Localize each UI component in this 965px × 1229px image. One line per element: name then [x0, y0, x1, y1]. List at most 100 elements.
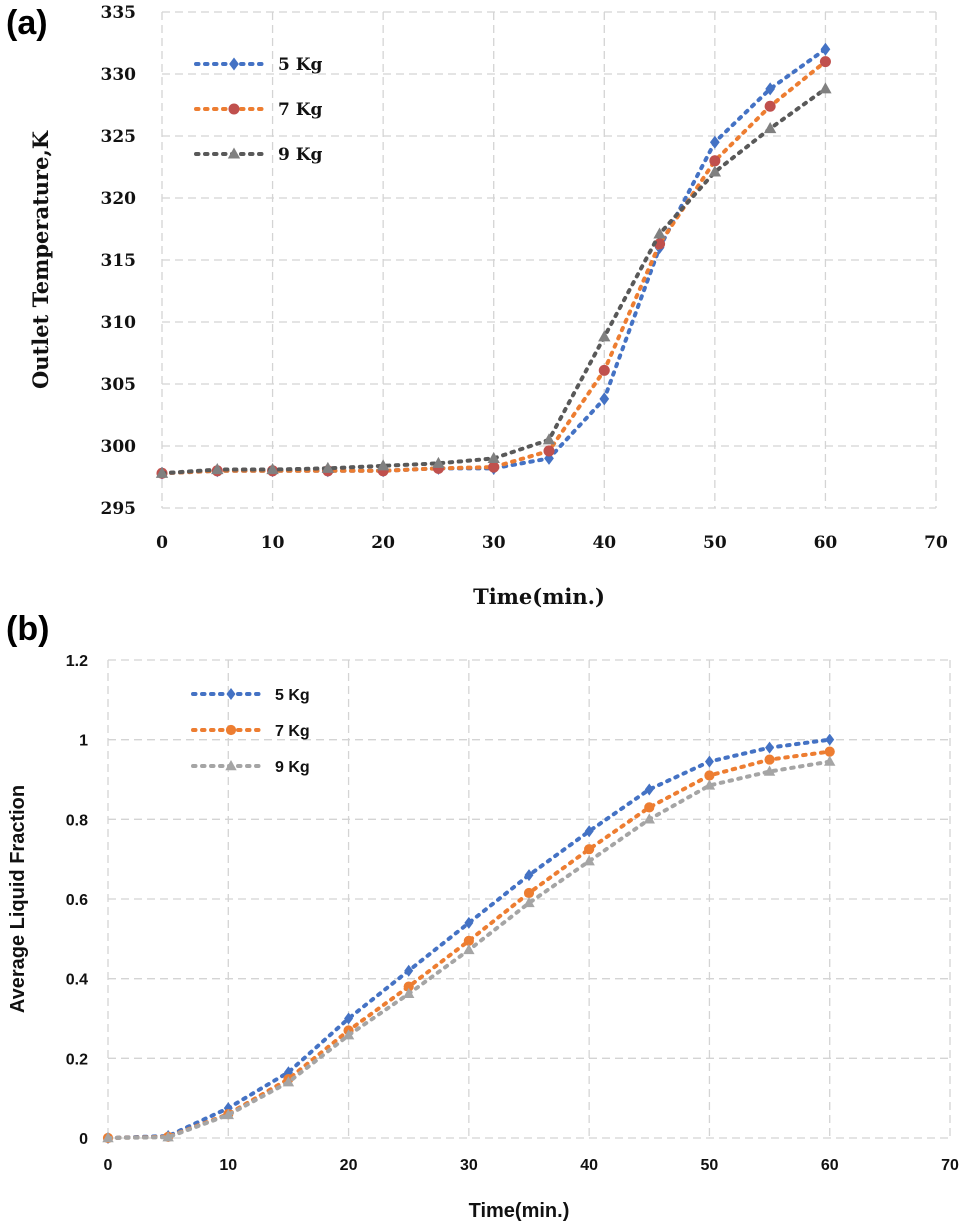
data-point — [654, 238, 666, 250]
data-point — [764, 100, 776, 112]
legend-entry: 5 Kg — [194, 55, 323, 75]
data-point — [523, 887, 535, 899]
legend-label: 9 Kg — [278, 145, 323, 165]
data-point — [432, 456, 445, 468]
data-point — [463, 943, 475, 955]
data-point — [765, 82, 776, 96]
legend-marker — [226, 688, 236, 700]
gridlines — [161, 11, 937, 509]
data-point — [222, 1108, 234, 1120]
data-point — [598, 364, 610, 376]
data-point — [704, 755, 714, 768]
y-tick-label: 330 — [101, 65, 137, 85]
y-tick-label: 335 — [101, 3, 137, 23]
x-tick-label: 10 — [261, 533, 285, 553]
data-point — [523, 896, 535, 908]
y-tick-label: 305 — [101, 375, 137, 395]
y-tick-label: 0.6 — [66, 892, 88, 909]
data-point — [584, 825, 594, 838]
data-point — [102, 1132, 114, 1143]
y-tick-label: 325 — [101, 127, 137, 147]
data-point — [644, 783, 654, 796]
chart-a-outlet-temperature: 0 10 20 30 40 50 60 70 295 300 305 310 315 320 325 330 3… — [28, 3, 948, 609]
legend-entry: 9 Kg — [191, 759, 310, 776]
x-tick-label: 0 — [156, 533, 168, 553]
data-point — [342, 1029, 355, 1040]
legend-entry: 7 Kg — [191, 723, 310, 740]
x-tick-label: 40 — [592, 533, 616, 553]
legend-entry: 5 Kg — [191, 687, 310, 704]
data-point — [403, 981, 414, 992]
y-tick-label: 315 — [101, 251, 137, 271]
data-point — [464, 916, 474, 929]
y-tick-label: 0.2 — [66, 1051, 88, 1068]
data-point — [282, 1076, 295, 1087]
data-point — [819, 82, 832, 94]
panel-label-a: (a) — [6, 4, 48, 42]
chart-b-average-liquid-fraction: 0 10 20 30 40 50 60 70 0 0.2 0.4 0.6 0.8 1 1.2 Time(min… — [7, 653, 959, 1222]
data-point — [599, 392, 610, 406]
legend-label: 9 Kg — [275, 759, 310, 776]
x-tick-label: 40 — [580, 1157, 598, 1174]
data-point — [653, 227, 666, 239]
y-axis-title: Outlet Temperature,K — [28, 130, 53, 389]
data-point — [155, 466, 169, 478]
series-9-kg — [102, 755, 836, 1143]
x-tick-label: 10 — [219, 1157, 237, 1174]
data-point — [709, 135, 720, 149]
data-point — [487, 451, 500, 463]
legend-label: 7 Kg — [278, 100, 323, 120]
x-axis-title: Time(min.) — [469, 1200, 570, 1222]
data-point — [463, 935, 474, 946]
data-point — [162, 1131, 174, 1142]
legend-marker — [227, 147, 241, 159]
data-point — [404, 964, 414, 977]
y-tick-label: 320 — [101, 189, 137, 209]
data-point — [763, 765, 776, 776]
data-point — [819, 56, 831, 68]
x-tick-label: 60 — [814, 533, 838, 553]
x-tick-label: 60 — [821, 1157, 839, 1174]
x-tick-label: 20 — [371, 533, 395, 553]
x-tick-label: 70 — [924, 533, 948, 553]
y-tick-label: 300 — [101, 437, 137, 457]
legend-entry: 7 Kg — [194, 100, 323, 120]
y-tick-label: 1 — [79, 733, 88, 750]
data-point — [644, 802, 655, 813]
data-point — [709, 155, 721, 167]
x-tick-label: 20 — [340, 1157, 358, 1174]
data-point — [488, 461, 500, 473]
x-tick-label: 30 — [460, 1157, 478, 1174]
data-point — [376, 459, 390, 471]
data-point — [584, 844, 595, 855]
legend-label: 5 Kg — [278, 55, 323, 75]
x-axis-title: Time(min.) — [473, 584, 605, 609]
data-point — [266, 463, 279, 475]
legend-marker — [225, 760, 237, 771]
x-tick-label: 70 — [941, 1157, 959, 1174]
legend-marker — [228, 103, 240, 115]
x-tick-label: 50 — [703, 533, 727, 553]
legend-entry: 9 Kg — [194, 145, 323, 165]
panel-label-b: (b) — [6, 610, 49, 648]
data-point — [824, 746, 835, 757]
data-point — [542, 433, 556, 445]
data-point — [820, 42, 831, 56]
data-point — [583, 855, 595, 866]
y-tick-label: 0 — [79, 1131, 88, 1148]
data-point — [524, 869, 534, 882]
data-point — [211, 463, 224, 475]
data-point — [764, 754, 775, 765]
x-tick-label: 50 — [701, 1157, 719, 1174]
y-tick-label: 1.2 — [66, 653, 88, 670]
y-tick-label: 310 — [101, 313, 137, 333]
data-point — [765, 741, 775, 754]
data-point — [403, 987, 415, 999]
data-point — [321, 461, 335, 473]
data-point — [824, 755, 836, 766]
legend-label: 5 Kg — [275, 687, 310, 704]
y-axis-title: Average Liquid Fraction — [7, 785, 29, 1013]
data-point — [708, 165, 722, 177]
data-point — [763, 122, 777, 134]
